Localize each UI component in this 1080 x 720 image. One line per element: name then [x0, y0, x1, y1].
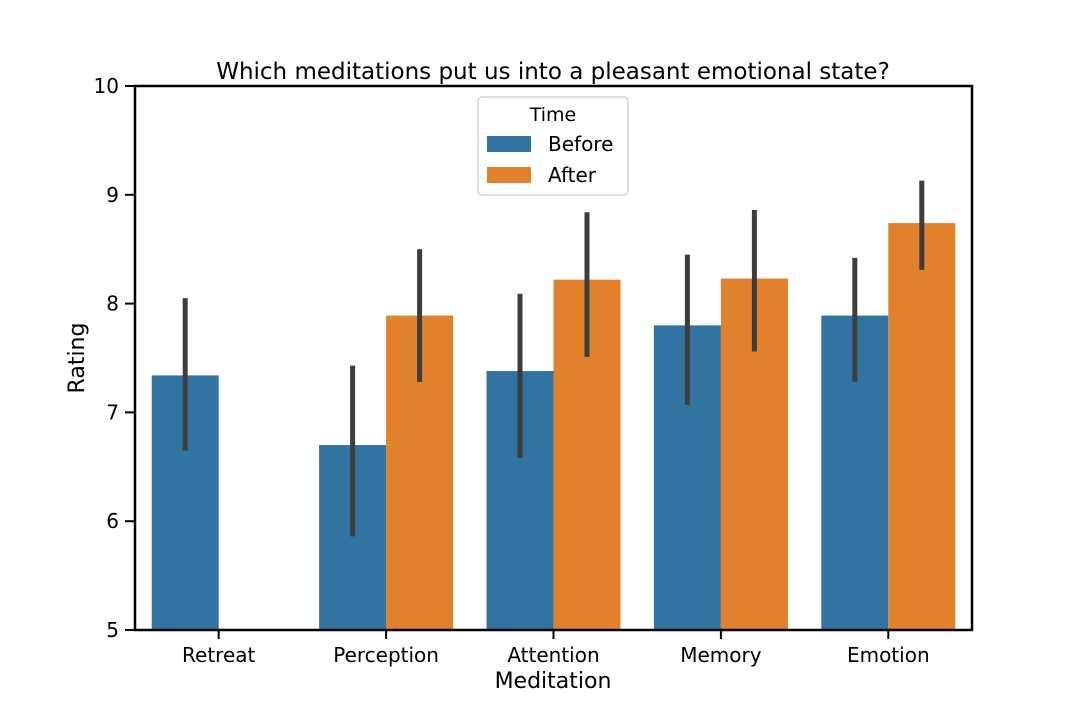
y-tick-label-10: 10: [94, 74, 119, 98]
bar-after-emotion: [888, 223, 956, 630]
plot-frame: [133, 84, 974, 632]
y-tick-label-9: 9: [106, 183, 119, 207]
x-tick-label-attention: Attention: [507, 643, 599, 667]
x-tick-label-memory: Memory: [680, 643, 762, 667]
legend-swatch-before: [487, 136, 531, 152]
legend-label-after: After: [548, 163, 597, 187]
x-axis: Retreat Perception Attention Memory Emotion: [182, 630, 930, 667]
y-axis-label: Rating: [65, 323, 90, 394]
y-axis: 5 6 7 8 9 10: [94, 74, 135, 642]
x-tick-label-retreat: Retreat: [182, 643, 255, 667]
x-axis-label: Meditation: [495, 669, 612, 694]
legend-swatch-after: [487, 167, 531, 183]
y-tick-label-7: 7: [106, 400, 119, 424]
legend: Time Before After: [477, 96, 629, 196]
y-tick-label-5: 5: [106, 618, 119, 642]
legend-label-before: Before: [548, 132, 613, 156]
y-tick-label-6: 6: [106, 509, 119, 533]
error-bars-layer: [182, 180, 925, 537]
x-tick-label-emotion: Emotion: [847, 643, 930, 667]
chart-title: Which meditations put us into a pleasant…: [216, 59, 890, 85]
x-tick-label-perception: Perception: [333, 643, 439, 667]
bars-layer: [151, 223, 956, 630]
y-tick-label-8: 8: [106, 292, 119, 316]
legend-title: Time: [529, 104, 577, 126]
